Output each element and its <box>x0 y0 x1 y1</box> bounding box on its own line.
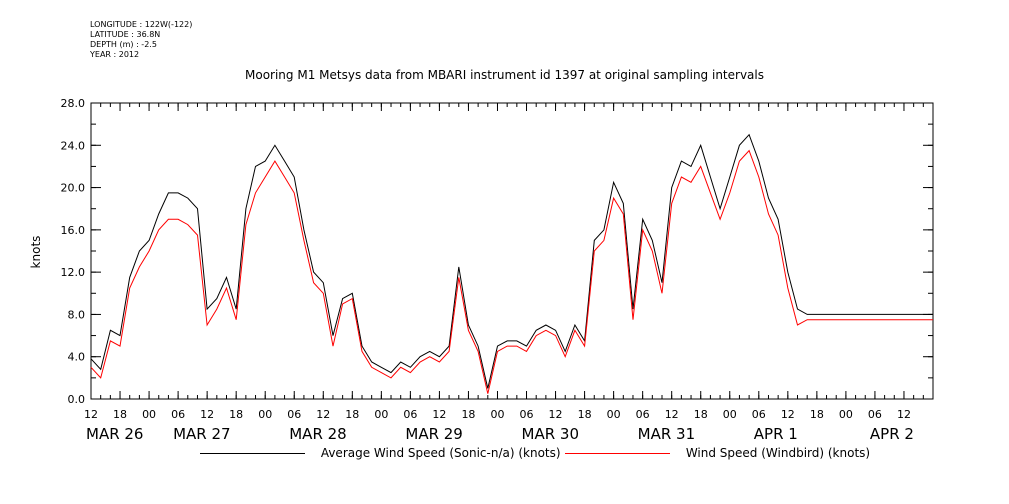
x-date-label: APR 2 <box>870 425 914 443</box>
y-tick-label: 12.0 <box>61 266 86 279</box>
chart-title: Mooring M1 Metsys data from MBARI instru… <box>245 68 764 82</box>
y-tick-label: 24.0 <box>61 139 86 152</box>
x-date-label: MAR 26 <box>86 425 143 443</box>
x-tick-label: 12 <box>781 408 795 421</box>
x-date-label: MAR 29 <box>405 425 462 443</box>
x-tick-label: 00 <box>374 408 388 421</box>
x-tick-label: 18 <box>578 408 592 421</box>
legend-line-red <box>565 453 670 454</box>
y-tick-label: 16.0 <box>61 224 86 237</box>
x-date-label: MAR 28 <box>289 425 346 443</box>
x-tick-label: 00 <box>723 408 737 421</box>
x-tick-label: 18 <box>810 408 824 421</box>
x-tick-label: 00 <box>839 408 853 421</box>
x-date-label: APR 1 <box>754 425 798 443</box>
x-tick-label: 00 <box>258 408 272 421</box>
x-tick-label: 00 <box>607 408 621 421</box>
y-tick-label: 20.0 <box>61 182 86 195</box>
series-line-2 <box>90 149 933 394</box>
series-line-1 <box>90 133 933 389</box>
x-tick-label: 12 <box>84 408 98 421</box>
chart-axes: 12 18 00 06 12 18 00 06 12 18 00 06 12 18 00 06 12 18 00 06… <box>61 97 934 443</box>
x-tick-label: 12 <box>665 408 679 421</box>
x-tick-label: 06 <box>868 408 882 421</box>
longitude-label: LONGITUDE : 122W(-122) <box>90 20 193 29</box>
x-tick-label: 18 <box>461 408 475 421</box>
x-tick-label: 00 <box>490 408 504 421</box>
legend-label-1: Average Wind Speed (Sonic-n/a) (knots) <box>320 446 561 460</box>
x-tick-label: 18 <box>229 408 243 421</box>
x-tick-label: 00 <box>142 408 156 421</box>
x-tick-label: 18 <box>345 408 359 421</box>
x-tick-label: 18 <box>113 408 127 421</box>
x-tick-label: 06 <box>287 408 301 421</box>
legend-series-2: Wind Speed (Windbird) (knots) <box>565 446 870 460</box>
legend-series-1: Average Wind Speed (Sonic-n/a) (knots) <box>200 446 561 460</box>
x-date-label: MAR 31 <box>638 425 695 443</box>
x-tick-label: 06 <box>752 408 766 421</box>
y-tick-label: 4.0 <box>68 351 86 364</box>
year-label: YEAR : 2012 <box>90 50 140 59</box>
x-tick-label: 12 <box>897 408 911 421</box>
chart-lines <box>90 133 933 394</box>
x-tick-label: 12 <box>200 408 214 421</box>
x-tick-label: 12 <box>549 408 563 421</box>
plot-frame <box>90 102 934 400</box>
y-tick-label: 8.0 <box>68 308 86 321</box>
legend-label-2: Wind Speed (Windbird) (knots) <box>685 446 871 460</box>
y-axis-label: knots <box>29 236 43 269</box>
x-date-label: MAR 30 <box>522 425 579 443</box>
legend-line-black <box>200 453 305 454</box>
y-tick-label: 0.0 <box>68 393 86 406</box>
latitude-label: LATITUDE : 36.8N <box>90 30 161 39</box>
x-tick-label: 06 <box>403 408 417 421</box>
y-tick-label: 28.0 <box>61 97 86 110</box>
metadata-block: LONGITUDE : 122W(-122) LATITUDE : 36.8N … <box>90 20 192 60</box>
x-tick-label: 18 <box>694 408 708 421</box>
x-tick-label: 06 <box>636 408 650 421</box>
x-date-label: MAR 27 <box>173 425 230 443</box>
x-tick-label: 06 <box>171 408 185 421</box>
x-tick-label: 12 <box>432 408 446 421</box>
x-tick-label: 06 <box>520 408 534 421</box>
depth-label: DEPTH (m) : -2.5 <box>90 40 157 49</box>
x-tick-label: 12 <box>316 408 330 421</box>
